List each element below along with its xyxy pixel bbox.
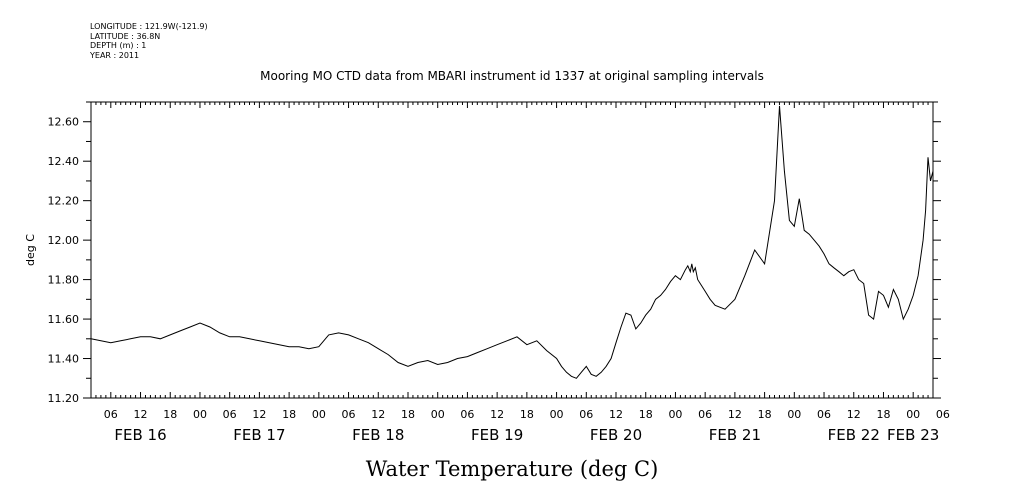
year-text: YEAR : 2011 [90,50,140,60]
day-label: FEB 17 [233,426,285,444]
y-axis-tick-labels: 11.20 11.40 11.60 11.80 12.00 12.20 12.40 12.60 [48,116,80,405]
x-tick-label: 18 [163,408,177,421]
y-tick-label: 11.20 [48,392,80,405]
x-tick-label: 12 [847,408,861,421]
x-tick-label: 00 [668,408,682,421]
x-tick-label: 12 [134,408,148,421]
chart-title: Mooring MO CTD data from MBARI instrumen… [260,69,764,83]
y-tick-label: 12.20 [48,195,80,208]
x-tick-label: 18 [639,408,653,421]
x-tick-label: 12 [609,408,623,421]
x-tick-label: 06 [579,408,593,421]
y-tick-label: 12.00 [48,234,80,247]
plot-frame [90,101,934,399]
day-label: FEB 21 [709,426,761,444]
depth-text: DEPTH (m) : 1 [90,41,147,50]
y-tick-label: 12.40 [48,155,80,168]
x-axis-tick-labels: 06 12 18 00 06 12 18 00 06 12 18 00 06 12 18 00 06 12 18 00… [104,408,950,421]
metadata-block: LONGITUDE : 121.9W(-121.9) LATITUDE : 36… [90,22,208,60]
x-tick-label: 18 [758,408,772,421]
x-tick-label: 18 [401,408,415,421]
x-tick-label: 12 [371,408,385,421]
day-labels: FEB 16 FEB 17 FEB 18 FEB 19 FEB 20 FEB 21 FEB … [114,426,939,444]
axis-ticks [83,101,941,399]
y-tick-label: 11.60 [48,313,80,326]
latitude-text: LATITUDE : 36.8N [90,31,161,41]
x-tick-label: 06 [223,408,237,421]
water-temperature-line [90,105,934,379]
x-tick-label: 00 [193,408,207,421]
day-label: FEB 20 [590,426,642,444]
day-label: FEB 22 [828,426,880,444]
x-tick-label: 12 [490,408,504,421]
x-tick-label: 12 [728,408,742,421]
x-tick-label: 18 [876,408,890,421]
x-tick-label: 06 [698,408,712,421]
x-tick-label: 06 [936,408,950,421]
y-tick-label: 11.40 [48,353,80,366]
day-label: FEB 19 [471,426,523,444]
day-label: FEB 23 [887,426,939,444]
x-tick-label: 00 [787,408,801,421]
x-axis-label: Water Temperature (deg C) [366,457,659,481]
y-axis-label: deg C [24,234,37,266]
y-tick-label: 11.80 [48,274,80,287]
x-tick-label: 00 [312,408,326,421]
x-tick-label: 00 [550,408,564,421]
x-tick-label: 06 [817,408,831,421]
day-label: FEB 18 [352,426,404,444]
x-tick-label: 12 [252,408,266,421]
x-tick-label: 06 [104,408,118,421]
x-tick-label: 00 [431,408,445,421]
x-tick-label: 18 [282,408,296,421]
x-tick-label: 00 [906,408,920,421]
y-tick-label: 12.60 [48,116,80,129]
day-label: FEB 16 [114,426,166,444]
longitude-text: LONGITUDE : 121.9W(-121.9) [90,22,208,31]
x-tick-label: 18 [520,408,534,421]
x-tick-label: 06 [342,408,356,421]
x-tick-label: 06 [460,408,474,421]
